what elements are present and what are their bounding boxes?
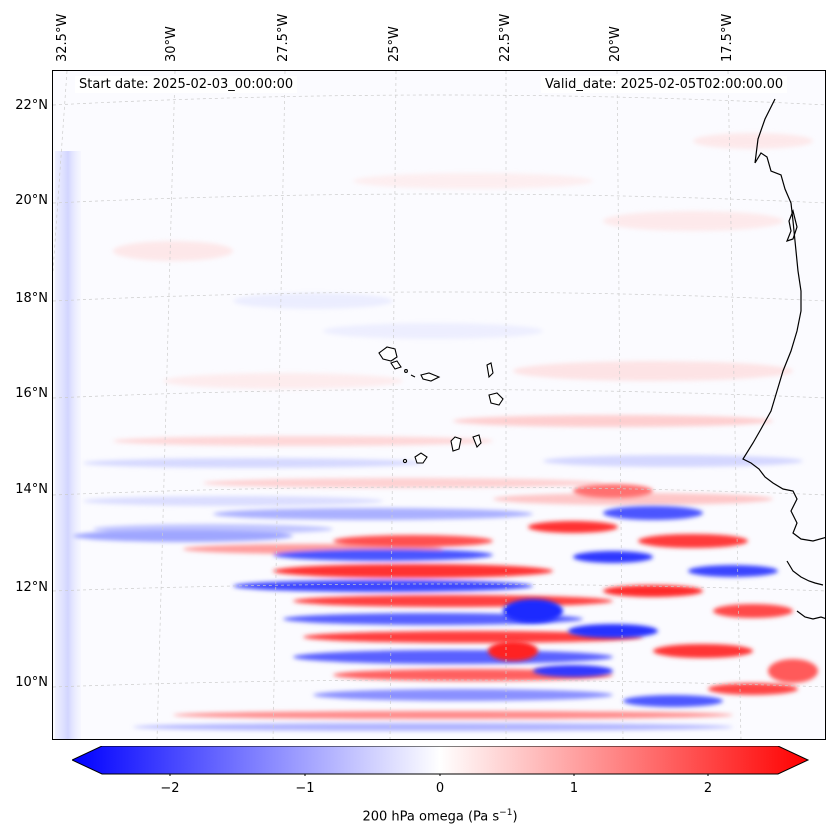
lat-label-14N: 14°N xyxy=(15,482,48,497)
colorbar-label-close: ) xyxy=(512,809,518,825)
valid-date-label: Valid_date: 2025-02-05T02:00:00.00 xyxy=(541,76,788,93)
lat-label-18N: 18°N xyxy=(15,291,48,306)
weak-signal-mid xyxy=(83,415,803,506)
lat-label-22N: 22°N xyxy=(15,98,48,113)
boundary-strip xyxy=(55,151,81,739)
colorbar-tick-0: 0 xyxy=(435,781,445,796)
start-date-label: Start date: 2025-02-03_00:00:00 xyxy=(75,76,298,93)
lon-label-30W: 30°W xyxy=(164,26,179,62)
colorbar-tick-1: 1 xyxy=(569,781,579,796)
colorbar-label-exponent: −1 xyxy=(499,808,513,818)
colorbar-label-text: 200 hPa omega (Pa s xyxy=(362,809,500,825)
lon-label-17.5W: 17.5°W xyxy=(720,13,735,62)
map-panel[interactable] xyxy=(52,70,826,740)
omega-field xyxy=(53,71,825,739)
lat-label-20N: 20°N xyxy=(15,193,48,208)
lon-label-32.5W: 32.5°W xyxy=(55,13,70,62)
graticule xyxy=(53,71,825,739)
cape-verde-islands xyxy=(378,346,504,464)
colorbar-tick-neg1: −1 xyxy=(295,781,315,796)
lon-label-25W: 25°W xyxy=(387,26,402,62)
eastern-cells xyxy=(488,484,818,707)
lat-label-16N: 16°N xyxy=(15,386,48,401)
active-convection-band xyxy=(73,508,733,731)
lon-label-27.5W: 27.5°W xyxy=(276,13,291,62)
colorbar xyxy=(72,746,810,776)
lat-label-10N: 10°N xyxy=(15,675,48,690)
weak-signal-north xyxy=(113,133,813,389)
colorbar-tick-neg2: −2 xyxy=(160,781,180,796)
lon-label-20W: 20°W xyxy=(608,26,623,62)
colorbar-label: 200 hPa omega (Pa s−1) xyxy=(0,808,837,824)
colorbar-tick-2: 2 xyxy=(703,781,713,796)
coastline xyxy=(742,98,825,620)
lat-label-12N: 12°N xyxy=(15,580,48,595)
lon-label-22.5W: 22.5°W xyxy=(498,13,513,62)
